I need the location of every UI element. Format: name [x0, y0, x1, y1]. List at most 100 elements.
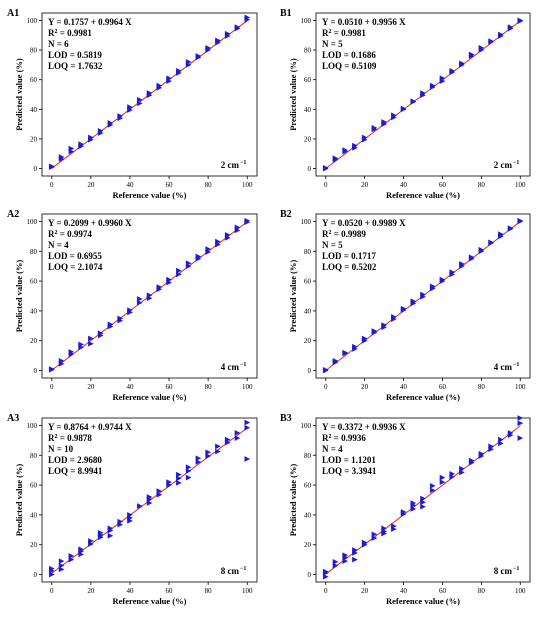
resolution-exponent: −1: [240, 160, 246, 166]
plot-frame: [41, 213, 258, 379]
data-point: [185, 468, 192, 474]
plot-frame: [41, 12, 258, 177]
data-point: [58, 558, 65, 564]
data-point: [420, 90, 426, 96]
panel-a2: A2 0 20 40 60 80 100 0 20 40 60 80 100 Reference valu…: [7, 209, 258, 402]
data-point: [478, 450, 485, 457]
y-tick-label: 40: [304, 511, 312, 519]
data-point: [107, 321, 114, 328]
data-point: [381, 322, 388, 328]
stat-r-squared: R2 = 0.9981: [322, 28, 366, 38]
x-tick-label: 20: [87, 587, 95, 595]
panel-label: A3: [7, 413, 19, 424]
data-point: [136, 96, 143, 103]
stat-n: N = 4: [322, 444, 343, 454]
data-point: [224, 436, 231, 443]
panel-b2: B2 0 20 40 60 80 100 0 20 40 60 80 100 Reference valu…: [280, 209, 531, 402]
x-tick-label: 0: [50, 181, 54, 189]
x-tick-label: 20: [87, 181, 95, 189]
data-point: [97, 330, 104, 337]
data-point: [136, 503, 143, 509]
data-point: [136, 296, 143, 302]
y-tick-label: 80: [30, 47, 38, 55]
x-tick-label: 60: [166, 181, 174, 189]
y-axis-title: Predicted value (%): [14, 260, 24, 333]
y-tick-label: 100: [27, 422, 38, 430]
x-tick-label: 80: [478, 587, 486, 595]
data-point: [88, 538, 94, 544]
data-point: [97, 529, 104, 536]
data-point: [439, 479, 446, 485]
x-tick-label: 0: [324, 383, 328, 391]
data-point: [107, 120, 114, 126]
stat-lod: LOD = 0.1686: [322, 50, 376, 60]
data-point: [49, 565, 55, 572]
plot-frame: [315, 12, 531, 177]
data-point: [195, 53, 202, 59]
stat-lod: LOD = 2.9680: [48, 455, 102, 465]
data-point: [391, 314, 397, 320]
panel-b1: B1 0 20 40 60 80 100 0 20 40 60 80 100 Reference valu…: [280, 8, 531, 200]
data-point: [517, 435, 524, 441]
data-point: [498, 440, 504, 447]
data-point: [215, 37, 221, 44]
data-point: [176, 471, 182, 478]
data-point: [244, 424, 251, 431]
x-tick-label: 40: [126, 587, 134, 595]
y-tick-label: 40: [30, 106, 38, 114]
data-point: [507, 225, 514, 232]
data-point: [215, 443, 221, 450]
x-tick-label: 0: [50, 383, 54, 391]
data-point: [224, 232, 231, 238]
y-tick-label: 100: [301, 218, 312, 226]
data-point: [166, 75, 172, 82]
data-point: [176, 475, 182, 482]
panel-label: B2: [280, 209, 292, 220]
data-point: [488, 443, 495, 450]
data-point: [107, 525, 114, 532]
data-point: [410, 500, 417, 506]
resolution-exponent: −1: [513, 160, 519, 166]
data-point: [410, 298, 417, 305]
resolution-label: 2 cm: [221, 160, 240, 170]
x-tick-label: 40: [400, 181, 408, 189]
data-point: [371, 124, 378, 131]
data-point: [322, 568, 329, 575]
stat-loq: LOQ = 0.5109: [322, 61, 377, 71]
data-point: [429, 482, 436, 489]
data-point: [146, 500, 153, 506]
data-point: [58, 566, 65, 573]
data-point: [205, 453, 212, 459]
data-point: [429, 82, 436, 89]
data-point: [420, 291, 426, 298]
y-tick-label: 100: [301, 17, 312, 25]
data-point: [400, 105, 407, 112]
x-axis-title: Reference value (%): [386, 190, 460, 200]
data-point: [146, 494, 153, 500]
data-point: [459, 469, 465, 476]
data-point: [205, 449, 212, 456]
panel-label: B1: [280, 8, 292, 19]
stat-equation: Y = 0.2099 + 0.9960 X: [48, 218, 132, 228]
y-tick-label: 60: [30, 482, 38, 490]
y-tick-label: 60: [30, 76, 38, 84]
stat-n: N = 5: [322, 240, 343, 250]
data-point: [176, 271, 182, 278]
stat-loq: LOQ = 2.1074: [48, 262, 103, 272]
data-point: [49, 164, 55, 170]
y-tick-label: 60: [304, 278, 312, 286]
data-point: [478, 44, 485, 51]
data-point: [439, 276, 446, 283]
x-tick-label: 20: [87, 383, 95, 391]
data-point: [478, 246, 485, 253]
x-tick-label: 0: [324, 181, 328, 189]
data-point: [88, 134, 94, 141]
data-point: [117, 315, 124, 322]
panel-a1: A1 0 20 40 60 80 100 0 20 40 60 80 100 Reference valu…: [7, 8, 258, 200]
data-point: [205, 44, 212, 51]
x-tick-label: 80: [205, 383, 213, 391]
y-tick-label: 40: [304, 106, 312, 114]
data-point: [146, 292, 153, 299]
y-tick-label: 0: [34, 571, 38, 579]
data-point: [391, 112, 397, 119]
